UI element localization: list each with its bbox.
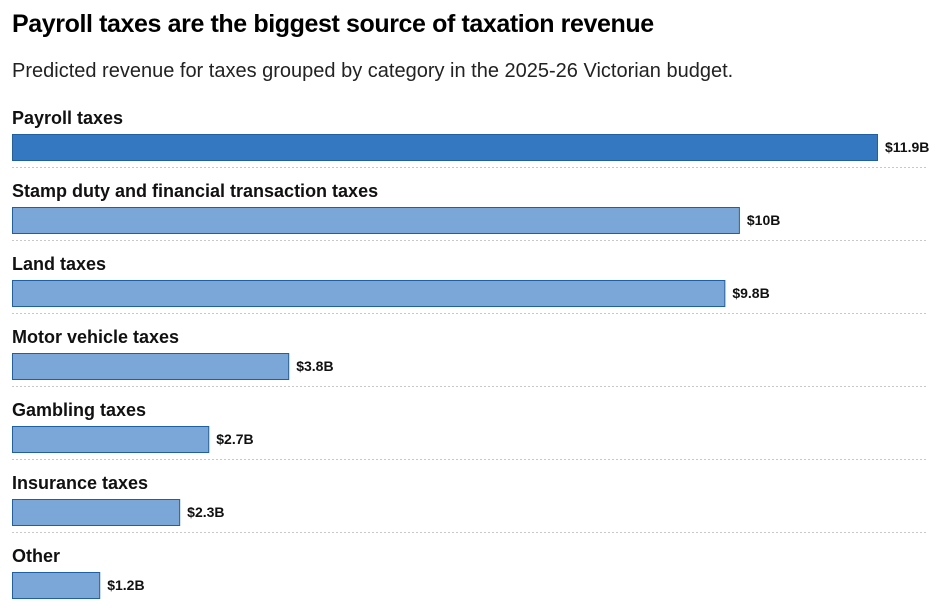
value-label: $1.2B (107, 577, 144, 593)
bar (12, 353, 290, 380)
value-label: $2.7B (216, 431, 253, 447)
bar (12, 572, 101, 599)
chart-subtitle: Predicted revenue for taxes grouped by c… (12, 60, 734, 82)
value-label: $3.8B (296, 358, 333, 374)
category-label: Other (12, 546, 60, 566)
bar (12, 499, 181, 526)
category-label: Land taxes (12, 254, 106, 274)
value-label: $11.9B (885, 139, 929, 155)
value-label: $2.3B (187, 504, 224, 520)
bar (12, 134, 878, 161)
bar (12, 280, 726, 307)
bar (12, 426, 210, 453)
category-label: Motor vehicle taxes (12, 327, 179, 347)
chart-title: Payroll taxes are the biggest source of … (12, 10, 654, 38)
category-label: Payroll taxes (12, 108, 123, 128)
category-label: Stamp duty and financial transaction tax… (12, 181, 378, 201)
value-label: $9.8B (732, 285, 769, 301)
category-label: Insurance taxes (12, 473, 148, 493)
bar (12, 207, 740, 234)
category-label: Gambling taxes (12, 400, 146, 420)
value-label: $10B (747, 212, 780, 228)
